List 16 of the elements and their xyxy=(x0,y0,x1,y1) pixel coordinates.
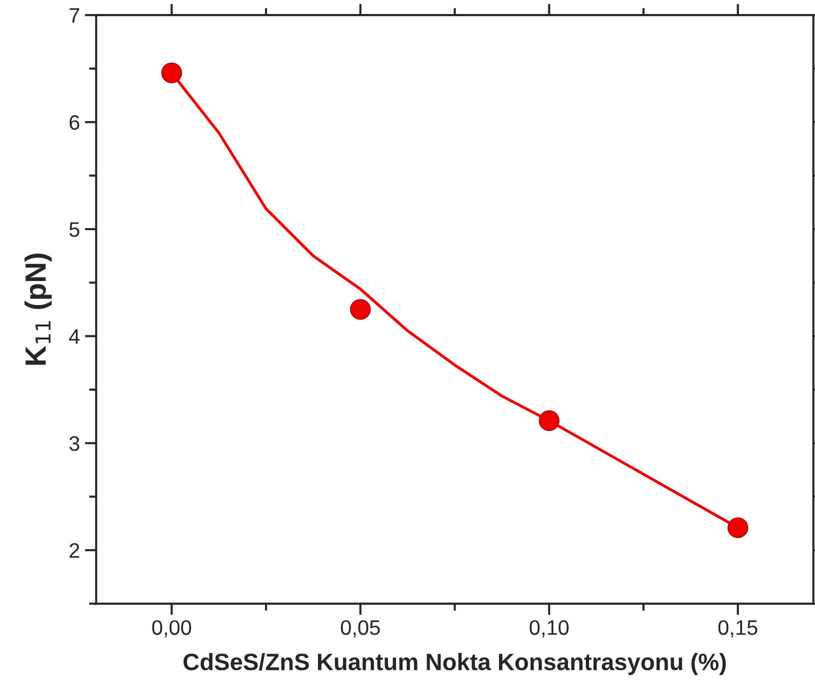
x-tick-label: 0,10 xyxy=(530,620,569,638)
point xyxy=(728,517,748,538)
y-tick-label: 2 xyxy=(70,543,80,558)
point xyxy=(350,299,371,320)
x-axis-title: CdSeS/ZnS Kuantum Nokta Konsantrasyonu (%) xyxy=(184,652,726,675)
x-tick-label: 0,15 xyxy=(718,620,758,638)
y-tick-label: 3 xyxy=(69,436,80,451)
point xyxy=(538,410,560,432)
y-tick-label: 7 xyxy=(70,8,80,23)
y-tick-label: 5 xyxy=(69,222,80,237)
x-tick-label: 0,00 xyxy=(152,620,192,638)
y-tick-label: 6 xyxy=(70,115,80,130)
y-tick-label: 4 xyxy=(69,329,80,344)
y-axis-title: K$_{11}$ (pN) xyxy=(24,254,52,365)
point xyxy=(161,62,182,84)
x-tick-label: 0,05 xyxy=(340,620,380,638)
